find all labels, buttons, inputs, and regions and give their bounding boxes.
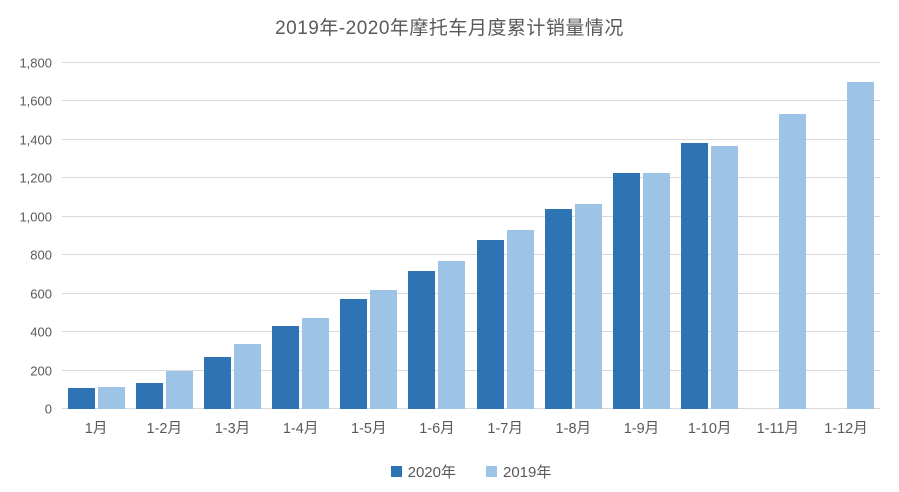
x-axis-tick-label: 1-6月 (419, 421, 455, 437)
bar-group-1-9月 (607, 63, 675, 409)
legend-swatch-icon (390, 466, 402, 477)
bar-2019年-1-5月 (370, 289, 398, 409)
bar-2019年-1-3月 (233, 343, 261, 409)
y-axis-tick-label: 1,000 (19, 209, 52, 225)
bar-2019年-1-6月 (438, 261, 466, 409)
y-axis-tick-label: 1,200 (19, 170, 52, 186)
bar-2020年-1-2月 (135, 383, 163, 409)
gridline (62, 408, 880, 409)
bar-2019年-1-4月 (302, 317, 330, 409)
y-axis-tick-label: 600 (30, 286, 52, 302)
x-axis-tick-label: 1-9月 (623, 421, 660, 437)
bar-2020年-1-4月 (272, 326, 300, 409)
gridline (62, 215, 880, 217)
bar-group-1-6月 (403, 63, 471, 409)
bar-group-1-2月 (130, 63, 198, 409)
gridline (62, 138, 880, 140)
x-axis: 1月 1-2月 1-3月 1-4月 1-5月 1-6月 1-7月 1-8月 1-9月 1-10月 1… (62, 417, 880, 438)
bar-2019年-1-12月 (847, 82, 875, 409)
y-axis-tick-label: 0 (44, 401, 52, 417)
bar-2020年-1-5月 (340, 299, 368, 409)
bar-group-1-11月 (744, 63, 812, 409)
bar-2020年-1-7月 (476, 239, 504, 409)
bar-2020年-1-3月 (203, 357, 231, 409)
bar-group-1-7月 (471, 63, 539, 409)
bar-group-1-4月 (267, 63, 335, 409)
legend-swatch-icon (486, 466, 497, 477)
gridline (62, 254, 880, 256)
gridline (62, 62, 880, 63)
gridline (62, 369, 880, 371)
y-axis-tick-label: 1,800 (19, 55, 52, 71)
bar-2019年-1-2月 (165, 370, 193, 409)
bar-2019年-1-8月 (574, 204, 602, 409)
x-axis-tick-label: 1-12月 (824, 421, 868, 437)
y-axis-tick-label: 1,400 (19, 132, 52, 148)
bar-group-1-3月 (198, 63, 266, 409)
bar-group-1月 (62, 63, 130, 409)
x-axis-tick-label: 1-3月 (214, 421, 251, 437)
x-axis-tick-label: 1-4月 (282, 421, 319, 437)
bar-group-1-10月 (676, 63, 744, 409)
x-axis-tick-label: 1-10月 (687, 421, 732, 437)
gridline (62, 292, 880, 294)
legend: 2020年 2019年 (62, 461, 880, 482)
legend-label: 2019年 (503, 464, 552, 481)
bar-2020年-1-10月 (681, 142, 709, 409)
y-axis-tick-label: 1,600 (19, 93, 52, 109)
legend-label: 2020年 (407, 464, 456, 481)
y-axis-tick-label: 200 (30, 363, 52, 379)
gridline (62, 100, 880, 102)
x-axis-tick-label: 1-2月 (146, 421, 182, 437)
y-axis-tick-label: 800 (30, 247, 52, 263)
bar-group-1-8月 (539, 63, 607, 409)
x-axis-tick-label: 1-11月 (756, 421, 800, 437)
y-axis-tick-label: 400 (30, 324, 52, 340)
bar-2019年-1-11月 (779, 113, 807, 409)
bar-2019年-1-10月 (711, 145, 739, 409)
x-axis-tick-label: 1-5月 (351, 421, 387, 437)
gridline (62, 177, 880, 179)
bar-2019年-1月 (97, 386, 125, 409)
bar-2019年-1-7月 (506, 230, 534, 409)
x-axis-tick-label: 1-8月 (555, 421, 592, 437)
plot-area (62, 62, 880, 409)
x-axis-tick-label: 1-7月 (487, 421, 523, 437)
gridline (62, 331, 880, 333)
bar-2020年-1-9月 (612, 172, 640, 409)
bar-2020年-1-6月 (408, 270, 436, 409)
x-axis-tick-label: 1月 (84, 421, 108, 437)
bar-groups (62, 63, 880, 409)
bar-group-1-12月 (812, 63, 880, 409)
bar-2019年-1-9月 (642, 172, 670, 409)
bar-2020年-1月 (67, 387, 95, 409)
chart-title: 2019年-2020年摩托车月度累计销量情况 (275, 18, 624, 39)
legend-item-2020年: 2020年 (390, 461, 456, 482)
bar-2020年-1-8月 (544, 209, 572, 409)
bar-group-1-5月 (335, 63, 403, 409)
legend-item-2019年: 2019年 (486, 461, 551, 482)
